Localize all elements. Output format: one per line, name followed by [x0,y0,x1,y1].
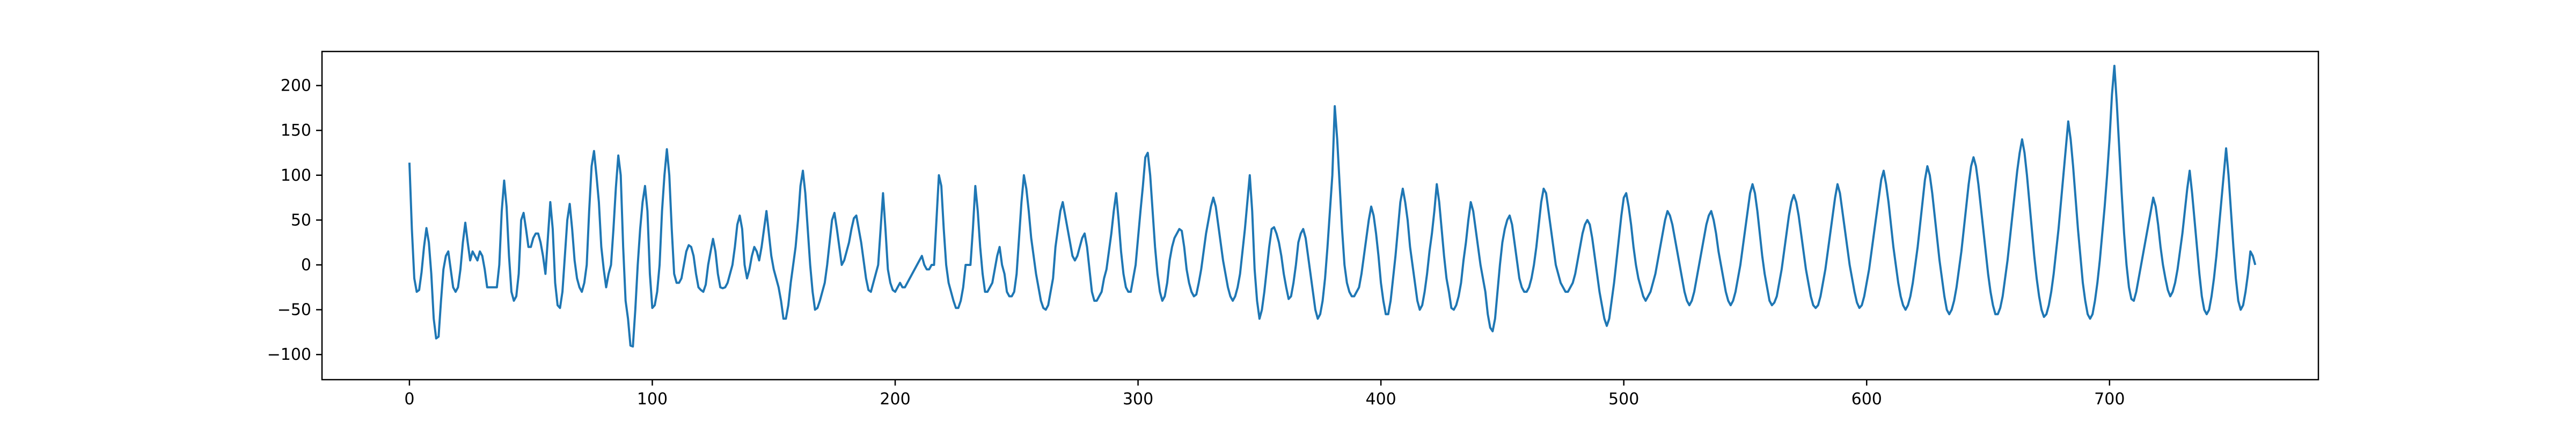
x-tick-label: 400 [1366,390,1396,409]
x-tick-label: 0 [404,390,414,409]
y-tick-label: 200 [281,77,311,95]
y-tick-label: −100 [267,345,311,364]
series-line-0 [408,64,2257,348]
y-tick-label: 0 [301,256,311,275]
y-tick-label: 50 [291,211,311,230]
x-tick-label: 100 [637,390,668,409]
x-tick-label: 200 [880,390,910,409]
y-tick-label: 150 [281,121,311,140]
plot-marks [408,64,2257,348]
axis-ticks: 0 100 200 300 400 500 600 700 −100 −50 0 50 100 150 20… [267,77,2125,409]
y-tick-label: −50 [277,301,311,320]
x-tick-label: 300 [1123,390,1153,409]
x-tick-label: 600 [1851,390,1882,409]
y-tick-label: 100 [281,166,311,185]
axes-frame [321,50,2319,381]
x-tick-label: 700 [2094,390,2125,409]
x-tick-label: 500 [1608,390,1639,409]
